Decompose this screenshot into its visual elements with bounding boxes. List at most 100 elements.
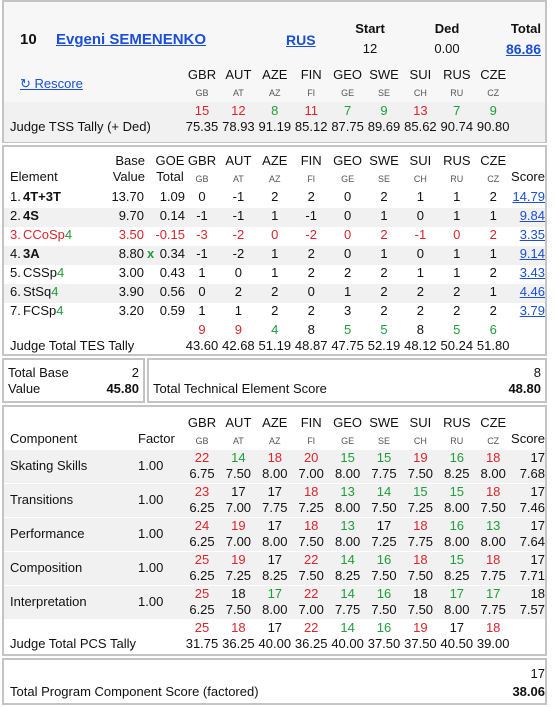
goe-mark: 0: [343, 189, 352, 204]
tally-value: 90.80: [476, 119, 510, 134]
rank: 17: [530, 484, 545, 499]
tally-value: 51.80: [476, 338, 510, 353]
rank: 2: [131, 365, 139, 380]
element-score[interactable]: 3.43: [519, 265, 545, 280]
element-score[interactable]: 3.79: [519, 303, 545, 318]
tally-value: 36.25: [294, 636, 328, 651]
col-header: Factor: [138, 431, 175, 446]
element-score[interactable]: 14.79: [512, 189, 545, 204]
judge-rank: 15: [449, 552, 465, 567]
judge-rank: 17: [449, 586, 465, 601]
goe-mark: 2: [416, 303, 425, 318]
element-level: 4: [51, 284, 59, 299]
goe-mark: 1: [453, 189, 461, 204]
pcs-total-label: Total Program Component Score (factored): [10, 684, 259, 699]
pcs-mark: 7.50: [225, 602, 252, 617]
judge-sub: RU: [450, 88, 464, 98]
element-score[interactable]: 3.35: [519, 227, 545, 242]
element-name: 4S: [23, 208, 39, 223]
tally-value: 42.68: [222, 338, 255, 353]
judge-rank: 16: [376, 586, 392, 601]
tally-value: 40.50: [440, 636, 474, 651]
element-score[interactable]: 9.14: [519, 246, 545, 261]
base-value: 3.90: [118, 284, 144, 299]
pcs-mark: 7.50: [480, 500, 506, 515]
tally-value: 48.12: [404, 338, 437, 353]
goe-mark: 2: [271, 303, 279, 318]
goe-mark: 2: [234, 284, 243, 299]
judge-rank: 9: [489, 103, 497, 118]
pcs-mark: 6.75: [189, 466, 215, 481]
base-value: 13.70: [111, 189, 144, 204]
judge-sub: AZ: [269, 88, 281, 98]
judge-code: FIN: [300, 415, 322, 430]
goe-mark: 2: [489, 189, 497, 204]
judge-rank: 18: [413, 518, 428, 533]
judge-rank: 17: [267, 620, 283, 635]
judge-sub: FI: [307, 174, 316, 184]
goe-mark: 2: [380, 265, 388, 280]
judge-rank: 25: [194, 552, 210, 567]
tally-value: 85.62: [404, 119, 437, 134]
judge-rank: 9: [234, 322, 243, 337]
row-band: [4, 450, 545, 483]
tally-value: 47.75: [331, 338, 364, 353]
goe-total: 0.43: [159, 265, 185, 280]
judge-rank: 7: [343, 103, 352, 118]
pcs-mark: 7.50: [407, 568, 434, 583]
goe-mark: 0: [343, 208, 352, 223]
total-value[interactable]: 86.86: [505, 41, 541, 57]
goe-mark: 2: [489, 227, 497, 242]
pcs-panel: GBR GB AUT AT AZE AZ FIN FI GEO GE SWE SE SUI CH RUS RU…: [2, 405, 547, 656]
pcs-mark: 7.75: [262, 500, 288, 515]
judge-code: GBR: [187, 67, 217, 82]
element-no: 3.: [10, 227, 21, 242]
goe-mark: 1: [271, 246, 279, 261]
judge-sub: CH: [413, 174, 427, 184]
element-score[interactable]: 9.84: [519, 208, 545, 223]
nation[interactable]: RUS: [286, 32, 316, 48]
goe-mark: -1: [196, 208, 208, 223]
judge-code: CZE: [480, 415, 507, 430]
total-base-panel: Total Base Value 2 45.80: [2, 358, 145, 403]
pcs-mark: 8.00: [334, 534, 361, 549]
goe-mark: 2: [489, 265, 497, 280]
judge-rank: 9: [198, 322, 206, 337]
judge-code: CZE: [480, 67, 507, 82]
judge-sub: AZ: [269, 174, 281, 184]
goe-mark: 0: [234, 265, 243, 280]
col-header: Score: [511, 431, 545, 446]
judge-rank: 14: [231, 450, 246, 465]
judge-rank: 14: [376, 484, 392, 499]
goe-mark: 1: [416, 265, 425, 280]
factor: 1.00: [138, 526, 164, 541]
rescore-link[interactable]: ↻ Rescore: [20, 76, 83, 91]
pcs-mark: 6.25: [189, 534, 215, 549]
tally-value: 52.19: [367, 338, 401, 353]
pcs-mark: 8.00: [444, 500, 470, 515]
rank: 17: [530, 450, 545, 465]
factor: 1.00: [138, 492, 164, 507]
tally-value: 91.19: [258, 119, 292, 134]
goe-mark: -1: [196, 246, 208, 261]
skater-name[interactable]: Evgeni SEMENENKO: [56, 31, 207, 48]
pcs-mark: 8.00: [444, 602, 470, 617]
judge-code: AUT: [225, 153, 252, 168]
goe-mark: 1: [416, 189, 425, 204]
col-header: Score: [511, 169, 545, 184]
pcs-mark: 7.75: [480, 568, 506, 583]
goe-mark: 0: [453, 227, 461, 242]
judge-code: GBR: [187, 153, 217, 168]
col-header: Element: [10, 169, 58, 184]
pcs-mark: 7.50: [407, 602, 434, 617]
element-name: 3A: [23, 246, 40, 261]
tally-value: 36.25: [222, 636, 255, 651]
goe-mark: 2: [380, 303, 388, 318]
element-score[interactable]: 4.46: [519, 284, 545, 299]
element-name: CSSp: [23, 265, 57, 280]
goe-mark: 1: [198, 303, 206, 318]
judge-rank: 18: [267, 450, 283, 465]
pcs-mark: 8.25: [444, 466, 470, 481]
goe-mark: 2: [380, 284, 388, 299]
pcs-mark: 7.75: [407, 534, 434, 549]
